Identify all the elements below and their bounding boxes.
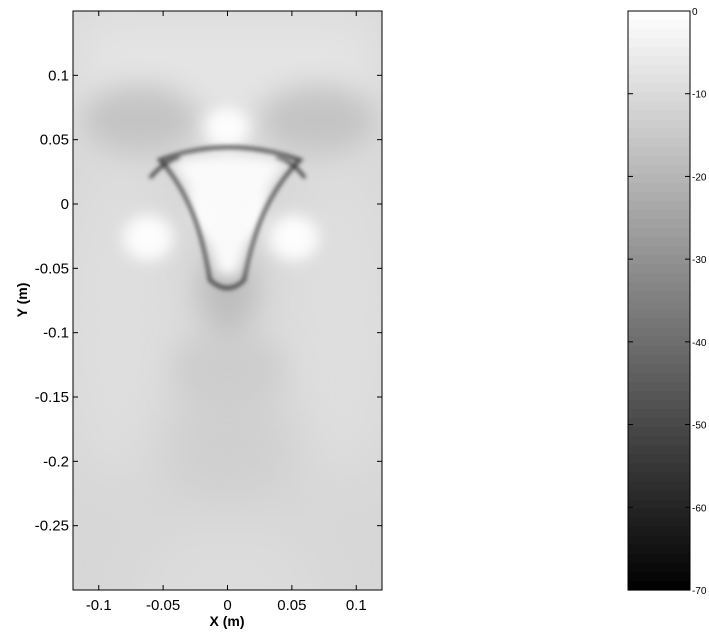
colorbar-band	[628, 409, 690, 419]
colorbar-band	[628, 128, 690, 139]
colorbar-band	[628, 336, 690, 347]
colorbar-band	[628, 228, 690, 238]
colorbar-tick-label: -70	[692, 586, 707, 597]
colorbar-band	[628, 146, 690, 157]
colorbar-band	[628, 580, 690, 591]
colorbar-band	[628, 291, 690, 302]
colorbar-band	[628, 38, 690, 48]
colorbar-band	[628, 427, 690, 437]
y-tick-label: -0.1	[43, 325, 69, 342]
y-tick-label: 0.1	[48, 67, 69, 84]
x-tick-label: 0.1	[346, 597, 367, 614]
colorbar-band	[628, 210, 690, 220]
x-tick-label: 0	[223, 597, 231, 614]
colorbar-band	[628, 309, 690, 320]
colorbar-band	[628, 390, 690, 401]
colorbar-band	[628, 490, 690, 501]
colorbar-band	[628, 74, 690, 84]
colorbar-band	[628, 137, 690, 148]
colorbar-tick-label: 0	[692, 7, 698, 18]
colorbar-band	[628, 499, 690, 510]
colorbar-band	[628, 83, 690, 94]
y-tick-label: 0.05	[40, 132, 69, 149]
heatmap-field	[73, 11, 382, 590]
y-tick-label: -0.05	[35, 260, 69, 277]
colorbar-band	[628, 11, 690, 21]
colorbar-ticks: 0 -10 -20 -30 -40 -50 -60 -70	[628, 7, 707, 597]
colorbar-bands	[628, 11, 690, 591]
colorbar: 0 -10 -20 -30 -40 -50 -60 -70	[627, 7, 707, 597]
colorbar-band	[628, 237, 690, 247]
colorbar-band	[628, 191, 690, 202]
y-axis-label: Y (m)	[14, 283, 30, 318]
colorbar-tick-label: -60	[692, 503, 707, 514]
colorbar-tick-label: -30	[692, 255, 707, 266]
x-tick-label: -0.1	[86, 597, 112, 614]
colorbar-band	[628, 318, 690, 329]
x-axis-label: X (m)	[210, 613, 245, 629]
colorbar-tick-label: -50	[692, 421, 707, 432]
colorbar-band	[628, 29, 690, 39]
colorbar-band	[628, 544, 690, 555]
colorbar-band	[628, 246, 690, 256]
colorbar-band	[628, 255, 690, 265]
colorbar-band	[628, 445, 690, 455]
colorbar-band	[628, 354, 690, 365]
colorbar-band	[628, 110, 690, 121]
colorbar-band	[628, 372, 690, 383]
colorbar-band	[628, 300, 690, 311]
colorbar-band	[628, 481, 690, 492]
colorbar-band	[628, 327, 690, 338]
y-tick-label: -0.2	[43, 453, 69, 470]
colorbar-band	[628, 562, 690, 573]
colorbar-band	[628, 173, 690, 184]
colorbar-band	[628, 463, 690, 473]
colorbar-band	[628, 182, 690, 193]
colorbar-tick-label: -10	[692, 90, 707, 101]
colorbar-band	[628, 164, 690, 175]
colorbar-band	[628, 155, 690, 166]
colorbar-band	[628, 472, 690, 483]
colorbar-band	[628, 20, 690, 30]
colorbar-frame	[627, 10, 691, 591]
colorbar-band	[628, 101, 690, 112]
colorbar-band	[628, 119, 690, 130]
colorbar-band	[628, 517, 690, 528]
colorbar-band	[628, 65, 690, 75]
colorbar-band	[628, 508, 690, 519]
colorbar-band	[628, 418, 690, 428]
x-tick-label: -0.05	[146, 597, 180, 614]
colorbar-band	[628, 264, 690, 274]
colorbar-band	[628, 345, 690, 356]
y-tick-label: -0.25	[35, 518, 69, 535]
colorbar-band	[628, 381, 690, 392]
colorbar-band	[628, 92, 690, 103]
colorbar-band	[628, 200, 690, 211]
colorbar-band	[628, 56, 690, 66]
y-axis-ticks: 0.1 0.05 0 -0.05 -0.1 -0.15 -0.2 -0.25	[35, 67, 382, 535]
colorbar-band	[628, 454, 690, 464]
x-tick-label: 0.05	[277, 597, 306, 614]
colorbar-band	[628, 282, 690, 293]
y-tick-label: -0.15	[35, 389, 69, 406]
colorbar-band	[628, 400, 690, 410]
colorbar-band	[628, 273, 690, 284]
colorbar-band	[628, 47, 690, 57]
colorbar-band	[628, 436, 690, 446]
colorbar-band	[628, 363, 690, 374]
colorbar-band	[628, 553, 690, 564]
colorbar-band	[628, 219, 690, 229]
colorbar-band	[628, 571, 690, 582]
x-axis-ticks: -0.1 -0.05 0 0.05 0.1	[86, 11, 367, 614]
colorbar-band	[628, 535, 690, 546]
y-tick-label: 0	[61, 196, 69, 213]
colorbar-band	[628, 526, 690, 537]
colorbar-tick-label: -20	[692, 172, 707, 183]
colorbar-tick-label: -40	[692, 338, 707, 349]
